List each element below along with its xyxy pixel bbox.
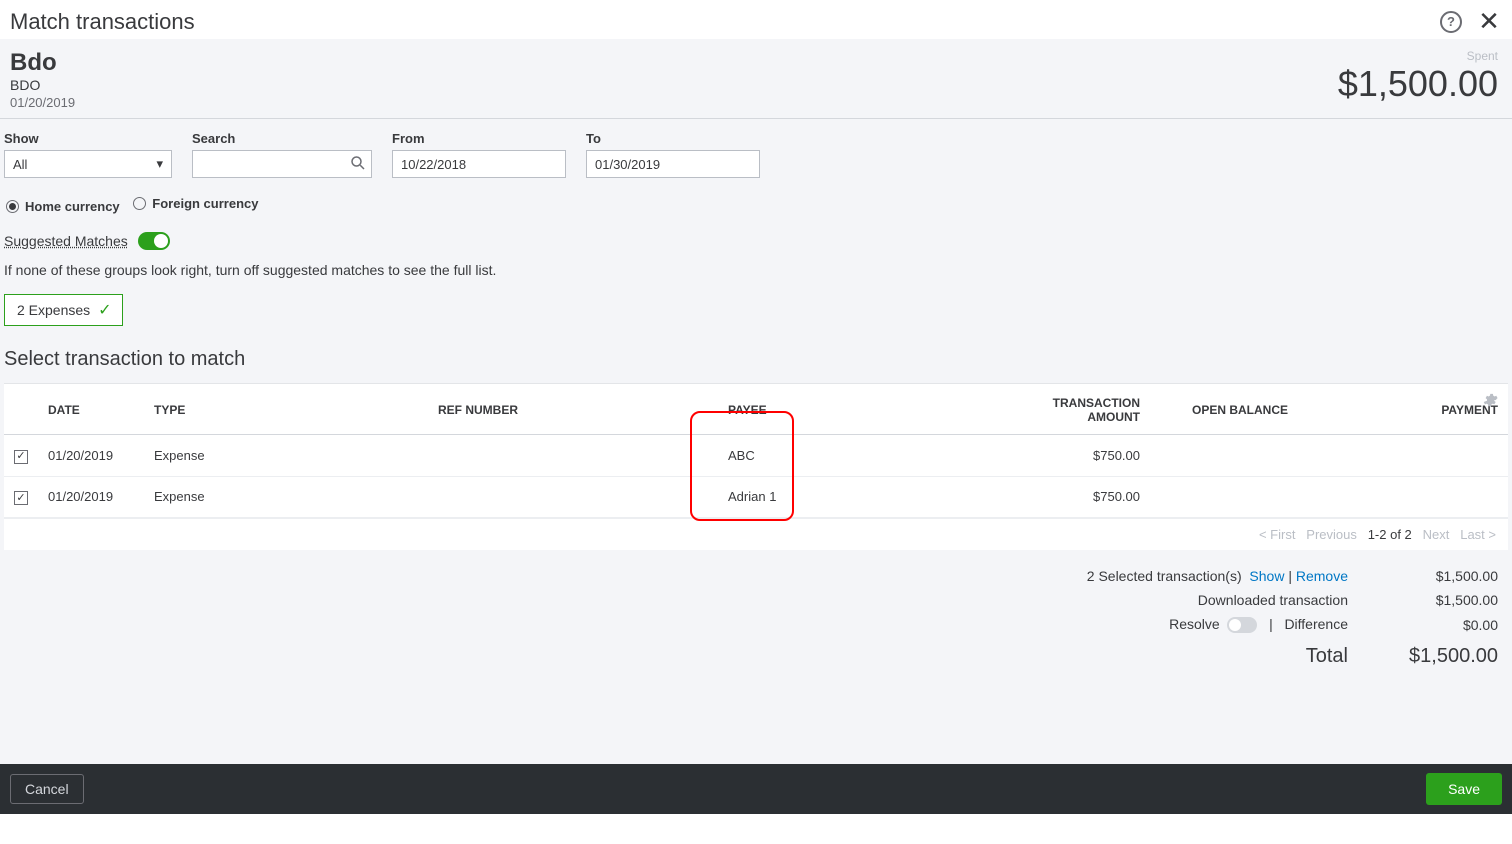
downloaded-amount: $1,500.00 <box>1388 592 1498 608</box>
show-link[interactable]: Show <box>1249 568 1284 584</box>
cell-payee: Adrian 1 <box>718 476 1000 518</box>
cell-type: Expense <box>144 435 428 477</box>
pager-last[interactable]: Last > <box>1460 527 1496 542</box>
resolve-label: Resolve <box>1169 616 1220 632</box>
radio-icon <box>133 197 146 210</box>
total-label: Total <box>1306 645 1348 668</box>
search-input[interactable] <box>193 151 371 177</box>
home-currency-label: Home currency <box>25 199 120 214</box>
col-type[interactable]: TYPE <box>144 384 428 435</box>
row-checkbox[interactable] <box>14 491 28 505</box>
cell-payee: ABC <box>718 435 1000 477</box>
cell-payment <box>1298 435 1508 477</box>
pager-range: 1-2 of 2 <box>1368 527 1412 542</box>
close-icon[interactable]: ✕ <box>1476 6 1502 37</box>
cell-ref <box>428 476 718 518</box>
show-value: All <box>13 157 27 172</box>
search-label: Search <box>192 131 372 146</box>
from-date-input[interactable]: 10/22/2018 <box>392 150 566 178</box>
pager-first[interactable]: < First <box>1259 527 1295 542</box>
pager: < First Previous 1-2 of 2 Next Last > <box>4 518 1508 550</box>
home-currency-radio[interactable]: Home currency <box>6 199 120 214</box>
page-title: Match transactions <box>10 9 195 35</box>
account-date: 01/20/2019 <box>10 95 75 110</box>
cell-open-balance <box>1150 476 1298 518</box>
account-sub: BDO <box>10 77 75 93</box>
table-row[interactable]: 01/20/2019 Expense ABC $750.00 <box>4 435 1508 477</box>
radio-icon <box>6 200 19 213</box>
downloaded-label: Downloaded transaction <box>1198 592 1348 608</box>
from-value: 10/22/2018 <box>401 157 466 172</box>
remove-link[interactable]: Remove <box>1296 568 1348 584</box>
selected-count-label: 2 Selected transaction(s) <box>1087 568 1242 584</box>
expenses-chip[interactable]: 2 Expenses ✓ <box>4 294 123 326</box>
foreign-currency-radio[interactable]: Foreign currency <box>133 196 258 211</box>
gear-icon[interactable] <box>1482 392 1498 413</box>
cell-type: Expense <box>144 476 428 518</box>
foreign-currency-label: Foreign currency <box>152 196 258 211</box>
show-select[interactable]: All ▾ <box>4 150 172 178</box>
col-amount[interactable]: TRANSACTION AMOUNT <box>1000 384 1150 435</box>
suggested-matches-label[interactable]: Suggested Matches <box>4 233 128 249</box>
select-section-title: Select transaction to match <box>0 326 1512 377</box>
account-name: Bdo <box>10 49 75 77</box>
cell-date: 01/20/2019 <box>38 435 144 477</box>
difference-label: Difference <box>1284 616 1348 632</box>
search-icon[interactable] <box>349 154 367 177</box>
col-date[interactable]: DATE <box>38 384 144 435</box>
pager-previous[interactable]: Previous <box>1306 527 1357 542</box>
total-amount: $1,500.00 <box>1388 645 1498 668</box>
to-value: 01/30/2019 <box>595 157 660 172</box>
save-button[interactable]: Save <box>1426 773 1502 805</box>
col-payee[interactable]: PAYEE <box>718 384 1000 435</box>
cell-payment <box>1298 476 1508 518</box>
check-icon: ✓ <box>98 300 111 320</box>
cell-amount: $750.00 <box>1000 476 1150 518</box>
col-open-balance[interactable]: OPEN BALANCE <box>1150 384 1298 435</box>
cell-amount: $750.00 <box>1000 435 1150 477</box>
suggested-hint: If none of these groups look right, turn… <box>0 256 1512 284</box>
difference-amount: $0.00 <box>1388 617 1498 633</box>
help-icon[interactable]: ? <box>1440 11 1462 33</box>
show-label: Show <box>4 131 172 146</box>
from-label: From <box>392 131 566 146</box>
spent-label: Spent <box>1338 49 1498 63</box>
separator: | <box>1288 568 1296 584</box>
chevron-down-icon: ▾ <box>156 156 163 172</box>
to-date-input[interactable]: 01/30/2019 <box>586 150 760 178</box>
suggested-matches-toggle[interactable] <box>138 232 170 250</box>
cell-date: 01/20/2019 <box>38 476 144 518</box>
to-label: To <box>586 131 760 146</box>
chip-label: 2 Expenses <box>17 302 90 318</box>
cell-open-balance <box>1150 435 1298 477</box>
col-ref[interactable]: REF NUMBER <box>428 384 718 435</box>
row-checkbox[interactable] <box>14 450 28 464</box>
cell-ref <box>428 435 718 477</box>
spent-amount: $1,500.00 <box>1338 63 1498 105</box>
pager-next[interactable]: Next <box>1423 527 1450 542</box>
resolve-toggle[interactable] <box>1227 617 1257 633</box>
cancel-button[interactable]: Cancel <box>10 774 84 804</box>
selected-amount: $1,500.00 <box>1388 568 1498 584</box>
col-payment[interactable]: PAYMENT <box>1298 384 1508 435</box>
table-row[interactable]: 01/20/2019 Expense Adrian 1 $750.00 <box>4 476 1508 518</box>
